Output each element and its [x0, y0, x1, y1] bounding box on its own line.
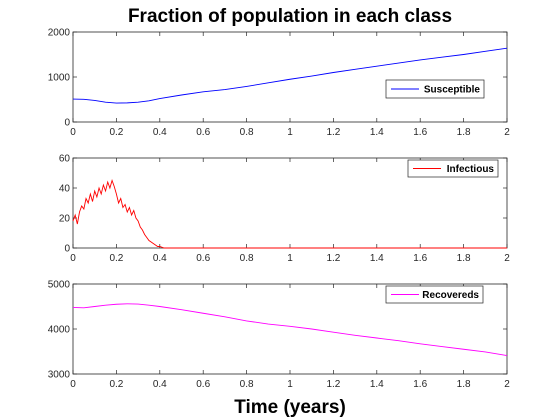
- subplot-3: 0 0.2 0.4 0.6 0.8 1 1.2 1.4 1.6 1.8 2 3000 4000 5000 R…: [48, 280, 510, 391]
- x-tick-label: 1.2: [326, 253, 340, 264]
- x-tick-label: 1.6: [413, 379, 427, 390]
- x-tick-label: 1.8: [457, 379, 471, 390]
- x-tick-label: 0.2: [109, 379, 123, 390]
- x-tick-label: 0.8: [240, 379, 254, 390]
- y-tick-label: 20: [59, 214, 71, 225]
- chart-title: Fraction of population in each class: [128, 6, 452, 27]
- x-tick-label: 2: [504, 253, 510, 264]
- x-tick-label: 0: [70, 379, 76, 390]
- series-line-recovereds: [72, 303, 508, 356]
- y-tick-label: 0: [64, 244, 70, 255]
- x-tick-label: 1: [287, 127, 293, 138]
- x-tick-label: 0.6: [196, 253, 210, 264]
- x-tick-label: 0.2: [109, 253, 123, 264]
- x-tick-label: 0.8: [240, 127, 254, 138]
- y-tick-label: 5000: [48, 280, 71, 291]
- x-tick-label: 1.4: [370, 379, 384, 390]
- x-tick-label: 0.6: [196, 127, 210, 138]
- x-tick-label: 1.2: [326, 379, 340, 390]
- x-tick-label: 1.6: [413, 253, 427, 264]
- x-tick-label: 0: [70, 253, 76, 264]
- legend-box: [385, 79, 485, 99]
- x-tick-label: 1: [287, 379, 293, 390]
- y-tick-label: 1000: [48, 73, 71, 84]
- x-tick-label: 1: [287, 253, 293, 264]
- x-tick-label: 0.4: [153, 253, 167, 264]
- legend-label: Recovereds: [422, 290, 479, 301]
- x-tick-label: 1.2: [326, 127, 340, 138]
- y-tick-label: 60: [59, 154, 71, 165]
- axes-box: [72, 31, 508, 123]
- y-tick-label: 3000: [48, 370, 71, 381]
- legend-label: Infectious: [447, 164, 495, 175]
- x-tick-label: 1.4: [370, 127, 384, 138]
- x-axis-label: Time (years): [234, 397, 346, 418]
- x-tick-label: 2: [504, 127, 510, 138]
- subplots: 0 0.2 0.4 0.6 0.8 1 1.2 1.4 1.6 1.8 2010002000Susc…: [48, 28, 510, 391]
- y-tick-label: 2000: [48, 28, 71, 39]
- y-tick-label: 0: [64, 118, 70, 129]
- legend-box: [385, 285, 484, 304]
- x-tick-label: 1.4: [370, 253, 384, 264]
- y-tick-label: 4000: [48, 325, 71, 336]
- legend: Recovereds: [385, 285, 484, 304]
- legend-box: [407, 159, 499, 178]
- x-tick-label: 0: [70, 127, 76, 138]
- x-tick-label: 2: [504, 379, 510, 390]
- legend-label: Susceptible: [424, 85, 481, 96]
- x-tick-label: 0.8: [240, 253, 254, 264]
- series-line-infectious: [72, 179, 507, 249]
- x-tick-label: 0.4: [153, 379, 167, 390]
- y-tick-label: 40: [59, 184, 71, 195]
- legend: Susceptible: [385, 79, 485, 99]
- x-tick-label: 0.2: [109, 127, 123, 138]
- x-tick-label: 0.6: [196, 379, 210, 390]
- subplot-2: 0 0.2 0.4 0.6 0.8 1 1.2 1.4 1.6 1.8 20204060Infect…: [59, 154, 510, 265]
- x-tick-label: 1.8: [457, 253, 471, 264]
- x-tick-label: 0.4: [153, 127, 167, 138]
- x-tick-label: 1.8: [457, 127, 471, 138]
- x-tick-label: 1.6: [413, 127, 427, 138]
- series-line-susceptible: [72, 47, 508, 104]
- subplot-1: 0 0.2 0.4 0.6 0.8 1 1.2 1.4 1.6 1.8 2 0 1000 2000 Susc…: [48, 28, 510, 139]
- legend: Infectious: [407, 159, 499, 178]
